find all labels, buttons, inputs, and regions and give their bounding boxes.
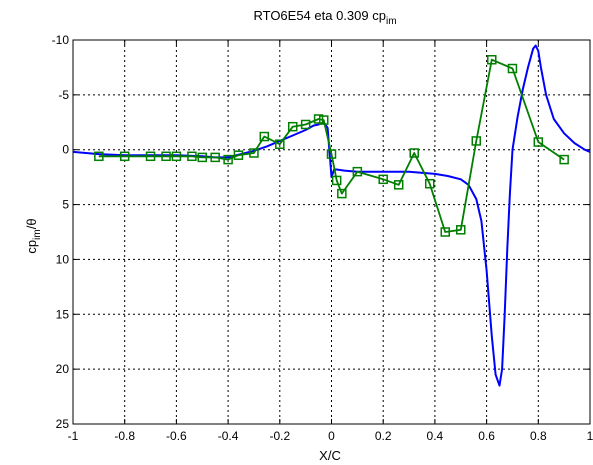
x-tick-label: -0.6: [166, 429, 187, 443]
x-tick-label: 0.2: [375, 429, 392, 443]
series-2-point: [352, 166, 363, 177]
x-tick-label: 0.6: [478, 429, 495, 443]
series-2-point: [331, 175, 342, 186]
y-tick-label: 5: [62, 198, 69, 212]
series-2-point: [393, 180, 404, 190]
y-axis-label: cpim/θ: [24, 218, 43, 253]
y-axis-label-suffix: /θ: [24, 218, 39, 229]
series-2-point: [210, 152, 220, 163]
y-tick-label: -10: [52, 33, 70, 47]
series-2-point: [318, 115, 329, 125]
series-2-point: [456, 225, 466, 235]
y-tick-label: 10: [56, 252, 70, 266]
series-2-point: [440, 227, 450, 237]
axis-ticks: -1 -0.8 -0.6 -0.4 -0.2 0 0.2 0.4 0.6 0.8 1 -10 -5 0 5 1…: [52, 33, 593, 443]
chart-title: RTO6E54 eta 0.309 cpim: [253, 8, 396, 27]
series-2-point: [559, 154, 569, 165]
series-2-point: [275, 139, 285, 149]
x-axis-label: X/C: [319, 448, 341, 463]
chart-title-subscript: im: [386, 16, 397, 27]
series-2-point: [145, 151, 156, 162]
series-2-point: [471, 136, 482, 146]
series-2-point: [94, 151, 104, 162]
x-tick-label: 1: [587, 429, 593, 443]
series-layer: [72, 44, 591, 387]
x-tick-label: -1: [68, 429, 79, 443]
series-2-point: [337, 188, 347, 199]
series-2-point: [287, 121, 298, 132]
y-axis-label-main: cp: [24, 240, 39, 254]
x-tick-label: -0.4: [218, 429, 239, 443]
series-2-point: [507, 63, 518, 74]
series-2-point: [313, 114, 324, 124]
series-2-point: [424, 178, 435, 189]
y-tick-label: 15: [56, 307, 70, 321]
x-tick-label: -0.8: [114, 429, 135, 443]
x-tick-label: -0.2: [269, 429, 290, 443]
series-2-point: [259, 131, 270, 142]
series-2-point: [378, 174, 388, 185]
series-2-point: [326, 149, 337, 159]
series-2-point: [487, 54, 497, 65]
series-2-point: [409, 148, 419, 158]
series-2-point: [171, 151, 182, 162]
series-2-point: [197, 152, 207, 163]
series-2-point: [249, 148, 259, 158]
x-tick-label: 0.8: [530, 429, 547, 443]
y-tick-label: 0: [62, 143, 69, 157]
y-tick-label: 20: [56, 362, 70, 376]
series-2-point: [119, 151, 130, 162]
series-2-point: [533, 137, 544, 147]
grid: [73, 40, 590, 424]
series-2-point: [161, 151, 171, 162]
y-axis-label-subscript: im: [32, 229, 43, 240]
series-2-point: [223, 154, 233, 165]
x-tick-label: 0: [328, 429, 335, 443]
y-tick-label: -5: [58, 88, 69, 102]
y-tick-label: 25: [56, 417, 70, 431]
series-2-point: [300, 119, 311, 130]
series-2-point: [233, 150, 244, 160]
series-2-line: [98, 58, 565, 233]
x-tick-label: 0.4: [427, 429, 444, 443]
series-2-point: [187, 151, 197, 162]
chart-title-main: RTO6E54 eta 0.309 cp: [253, 8, 386, 23]
